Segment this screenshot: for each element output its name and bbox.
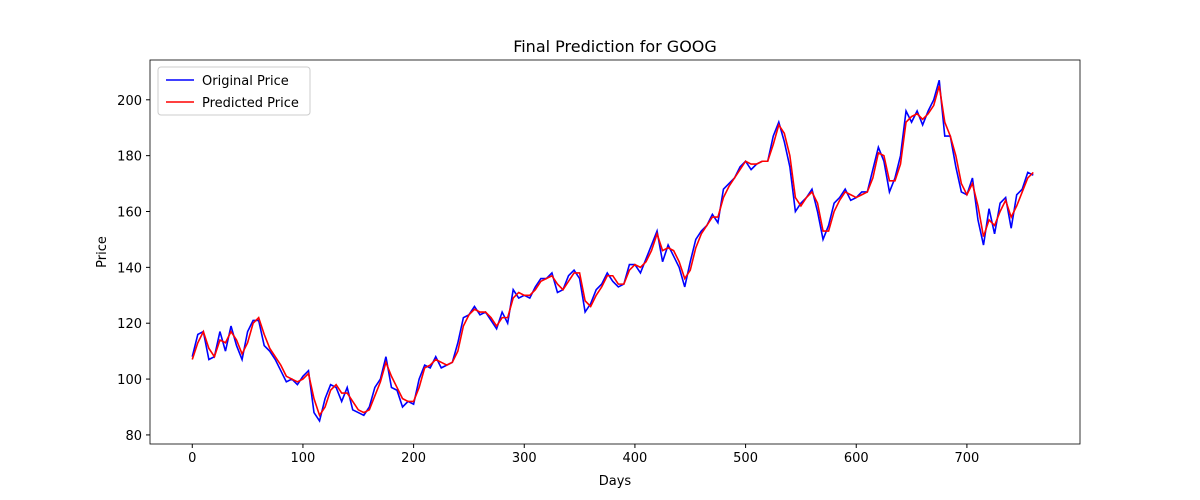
y-tick-label: 80 <box>125 429 142 444</box>
x-tick-label: 200 <box>401 451 426 466</box>
y-tick-label: 180 <box>117 150 142 165</box>
x-tick-label: 700 <box>954 451 979 466</box>
y-axis-label: Price <box>95 236 110 268</box>
legend-box <box>157 66 311 116</box>
x-tick-label: 600 <box>844 451 869 466</box>
legend-label: Original Price <box>202 74 289 89</box>
x-tick-label: 100 <box>291 451 316 466</box>
x-axis-label: Days <box>599 474 632 489</box>
y-tick-label: 160 <box>117 206 142 221</box>
chart-title: Final Prediction for GOOG <box>513 37 717 56</box>
x-tick-label: 400 <box>623 451 648 466</box>
x-tick-label: 300 <box>512 451 537 466</box>
data-line <box>191 80 1034 423</box>
y-tick-label: 100 <box>117 373 142 388</box>
x-tick-label: 500 <box>733 451 758 466</box>
data-line <box>191 85 1034 418</box>
plot-frame <box>149 59 1081 445</box>
y-tick-label: 140 <box>117 261 142 276</box>
y-tick-label: 200 <box>117 94 142 109</box>
legend-label: Predicted Price <box>202 96 299 111</box>
y-tick-label: 120 <box>117 317 142 332</box>
x-tick-label: 0 <box>188 451 196 466</box>
